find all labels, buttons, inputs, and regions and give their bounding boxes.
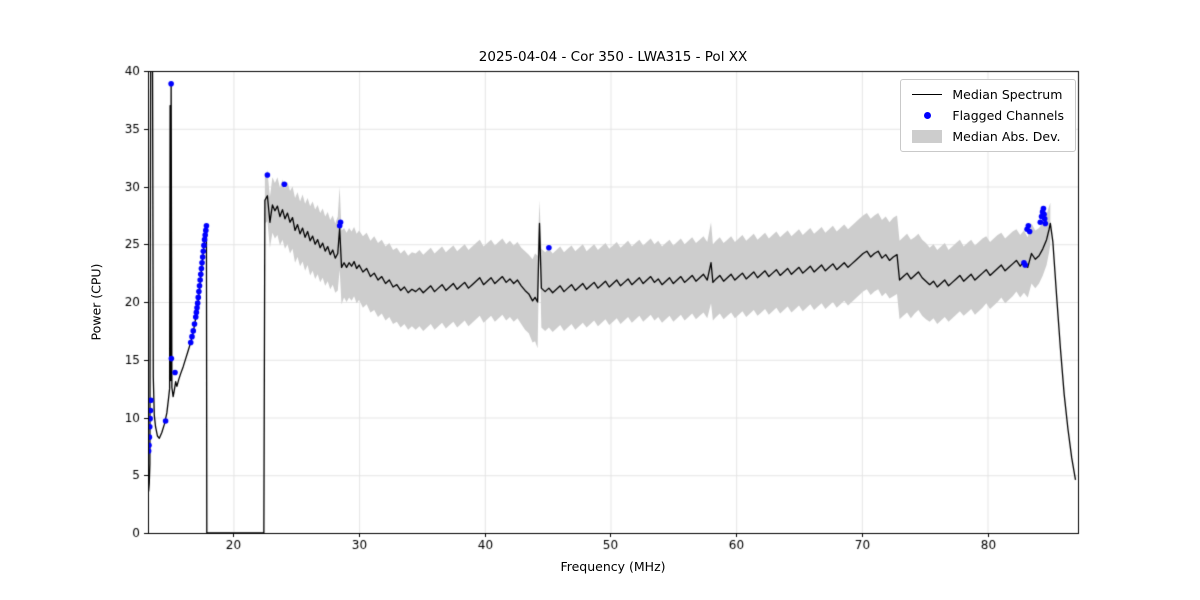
median-line-sample-icon: [912, 94, 943, 95]
chart-title: 2025-04-04 - Cor 350 - LWA315 - Pol XX: [478, 49, 748, 65]
legend-entry-flagged-channels: Flagged Channels: [912, 108, 1064, 123]
legend-label-mad-band: Median Abs. Dev.: [952, 129, 1061, 144]
mad-patch-sample-icon: [912, 130, 943, 143]
legend-entry-mad-band: Median Abs. Dev.: [912, 129, 1064, 144]
legend-label-median-spectrum: Median Spectrum: [952, 87, 1063, 102]
legend-label-flagged-channels: Flagged Channels: [952, 108, 1064, 123]
flagged-marker-sample-icon: [912, 112, 942, 119]
y-axis-label: Power (CPU): [88, 263, 104, 341]
legend: Median Spectrum Flagged Channels Median …: [900, 79, 1076, 152]
x-axis-label: Frequency (MHz): [560, 559, 666, 574]
legend-entry-median-spectrum: Median Spectrum: [912, 87, 1064, 102]
